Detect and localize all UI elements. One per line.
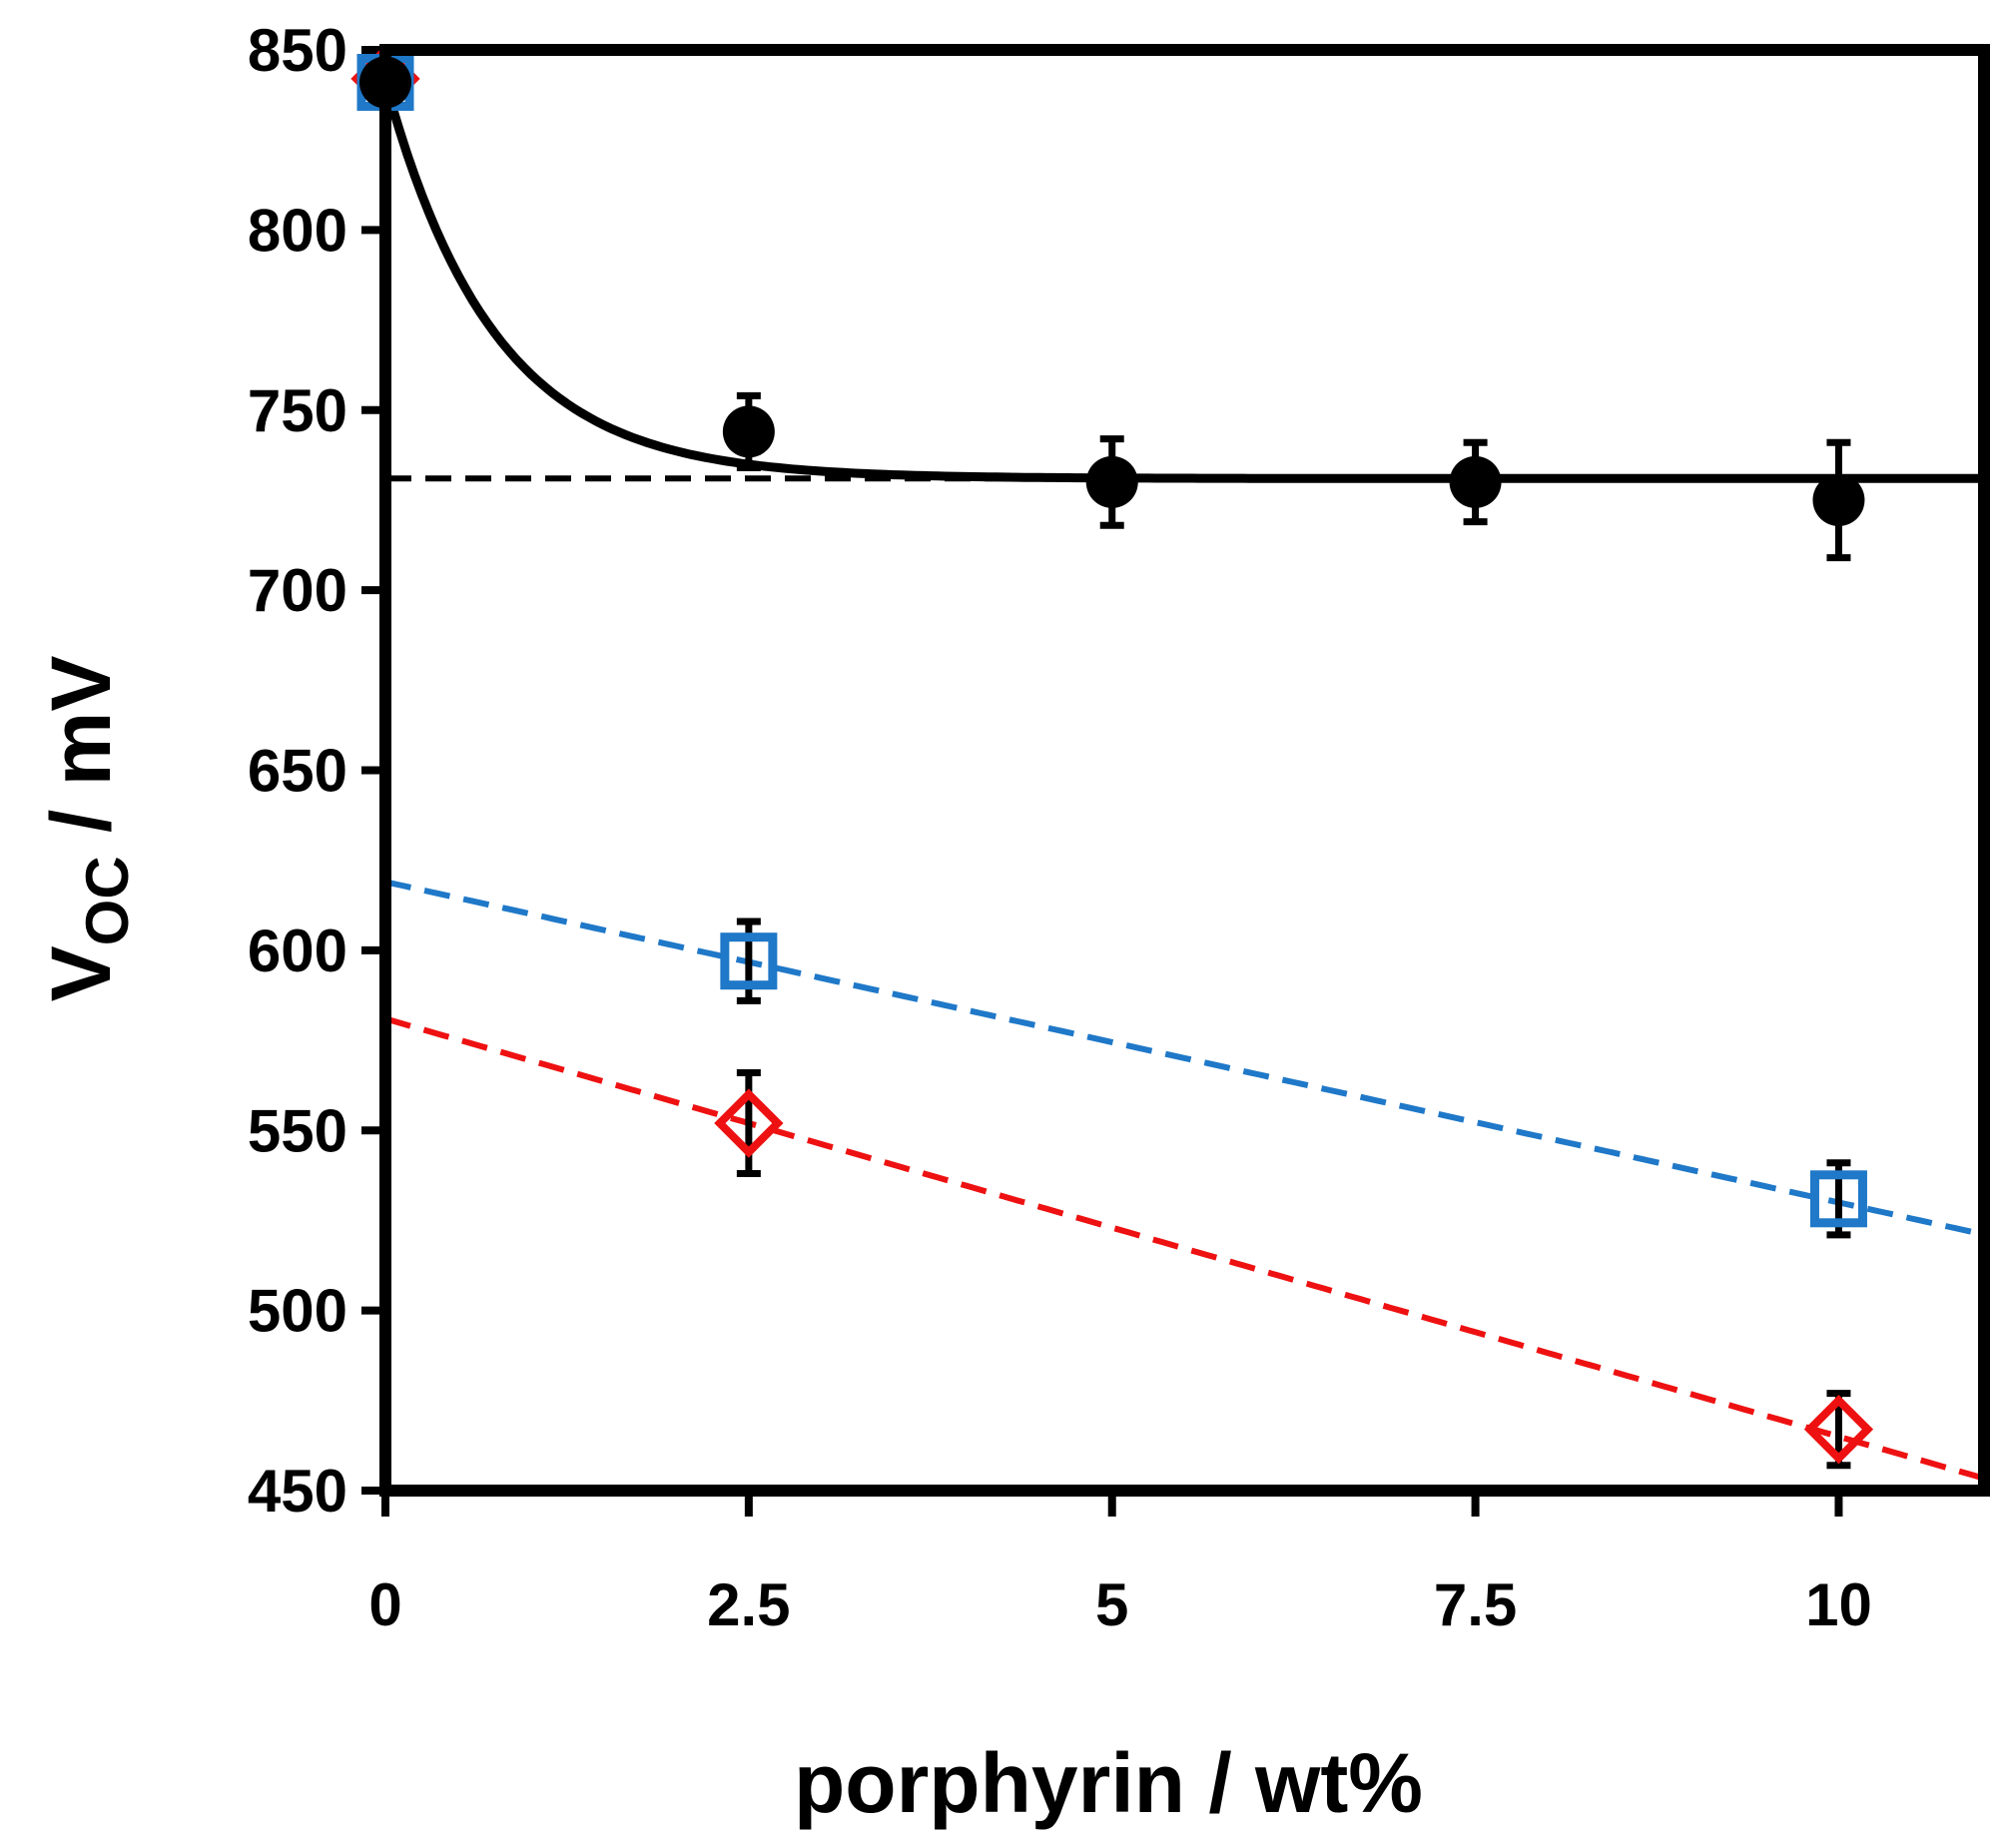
y-axis-title-subscript: OC xyxy=(74,856,141,945)
diamond-marker xyxy=(714,1088,784,1158)
tick-labels: 450 500 550 600 650 700 750 800 850 0 2.5 5 7.5 10 xyxy=(248,17,1872,1638)
circle-marker xyxy=(1812,473,1865,526)
y-axis-title-unit: / mV xyxy=(34,656,128,857)
y-tick-label: 850 xyxy=(248,17,347,84)
x-axis-title: porphyrin / wt% xyxy=(794,1736,1423,1830)
data-points xyxy=(350,44,1874,1470)
y-tick-label: 650 xyxy=(248,738,347,805)
y-tick-label: 550 xyxy=(248,1097,347,1164)
square-marker xyxy=(720,932,778,990)
red-linear-fit-line xyxy=(384,1015,1985,1482)
axis-ticks xyxy=(361,46,1843,1517)
y-tick-label: 800 xyxy=(248,197,347,264)
x-tick-label: 5 xyxy=(1095,1571,1128,1638)
y-tick-label: 750 xyxy=(248,377,347,444)
y-tick-label: 500 xyxy=(248,1278,347,1345)
x-tick-label: 0 xyxy=(368,1571,401,1638)
circle-marker xyxy=(722,405,775,458)
x-tick-label: 7.5 xyxy=(1434,1571,1517,1638)
fit-lines xyxy=(380,81,1985,1482)
y-tick-label: 450 xyxy=(248,1458,347,1525)
y-tick-label: 700 xyxy=(248,557,347,624)
x-tick-label: 2.5 xyxy=(707,1571,790,1638)
plot-frame xyxy=(379,44,1990,1497)
black-exponential-fit-line xyxy=(380,81,1984,483)
y-tick-label: 600 xyxy=(248,918,347,984)
y-axis-title: VOC / mV xyxy=(34,656,141,1002)
circle-marker xyxy=(1449,455,1502,508)
y-axis-title-main: V xyxy=(34,945,128,1001)
diamond-marker xyxy=(1803,1395,1874,1465)
blue-linear-fit-line xyxy=(384,879,1985,1238)
circle-marker xyxy=(1085,455,1138,508)
square-marker xyxy=(1809,1170,1867,1228)
x-tick-label: 10 xyxy=(1805,1571,1872,1638)
